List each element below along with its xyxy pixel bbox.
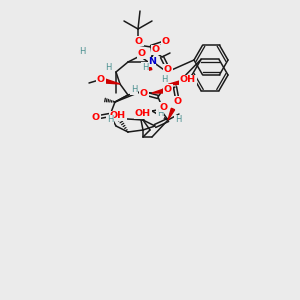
Text: H: H bbox=[131, 85, 137, 94]
Text: O: O bbox=[138, 50, 146, 58]
Text: O: O bbox=[92, 113, 100, 122]
Polygon shape bbox=[168, 108, 175, 120]
Text: O: O bbox=[160, 103, 168, 112]
Text: O: O bbox=[140, 88, 148, 98]
Text: O: O bbox=[164, 64, 172, 74]
Polygon shape bbox=[166, 80, 183, 85]
Text: O: O bbox=[174, 97, 182, 106]
Text: O: O bbox=[162, 38, 170, 46]
Polygon shape bbox=[152, 89, 164, 93]
Text: H: H bbox=[107, 116, 113, 124]
Text: H: H bbox=[79, 47, 85, 56]
Text: O: O bbox=[160, 103, 168, 112]
Text: H: H bbox=[175, 116, 181, 124]
Text: O: O bbox=[135, 37, 143, 46]
Text: H: H bbox=[161, 74, 167, 83]
Text: H: H bbox=[157, 109, 163, 118]
Polygon shape bbox=[148, 62, 152, 70]
Polygon shape bbox=[105, 79, 120, 84]
Text: N: N bbox=[148, 58, 156, 67]
Text: H: H bbox=[105, 62, 111, 71]
Text: O: O bbox=[152, 46, 160, 55]
Text: O: O bbox=[164, 85, 172, 94]
Text: OH: OH bbox=[180, 76, 196, 85]
Text: H: H bbox=[142, 62, 148, 71]
Text: O: O bbox=[97, 76, 105, 85]
Text: OH: OH bbox=[110, 112, 126, 121]
Text: OH: OH bbox=[135, 110, 151, 118]
